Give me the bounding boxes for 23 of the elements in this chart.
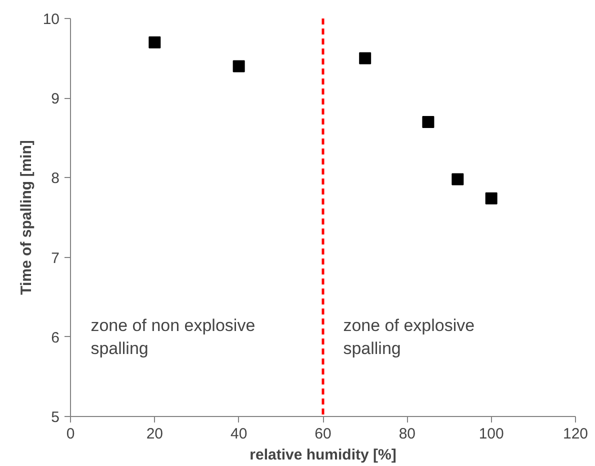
- y-tick-label: 5: [51, 409, 60, 426]
- x-tick-label: 60: [314, 426, 332, 442]
- y-tick-label: 7: [51, 250, 60, 267]
- y-tick-label: 10: [42, 11, 60, 28]
- y-tick-label: 9: [51, 90, 60, 108]
- x-axis-title: relative humidity [%]: [250, 446, 396, 464]
- x-tick-label: 80: [398, 426, 416, 442]
- point: [485, 192, 498, 204]
- y-axis-title: Time of spalling [min]: [18, 140, 35, 295]
- annotation: zone of non explosive spalling: [90, 316, 256, 358]
- y-tick-label: 6: [51, 329, 60, 346]
- annotation: zone of explosive spalling: [343, 316, 475, 358]
- x-tick-label: 120: [562, 426, 588, 442]
- point: [422, 116, 434, 128]
- point: [232, 60, 245, 72]
- point: [359, 52, 372, 64]
- y-tick-label: 8: [51, 170, 60, 188]
- point: [148, 36, 161, 48]
- x-tick-label: 100: [478, 426, 504, 442]
- x-tick-label: 20: [146, 426, 164, 442]
- point: [452, 173, 464, 186]
- x-tick-label: 40: [230, 426, 248, 442]
- x-tick-label: 0: [66, 426, 75, 442]
